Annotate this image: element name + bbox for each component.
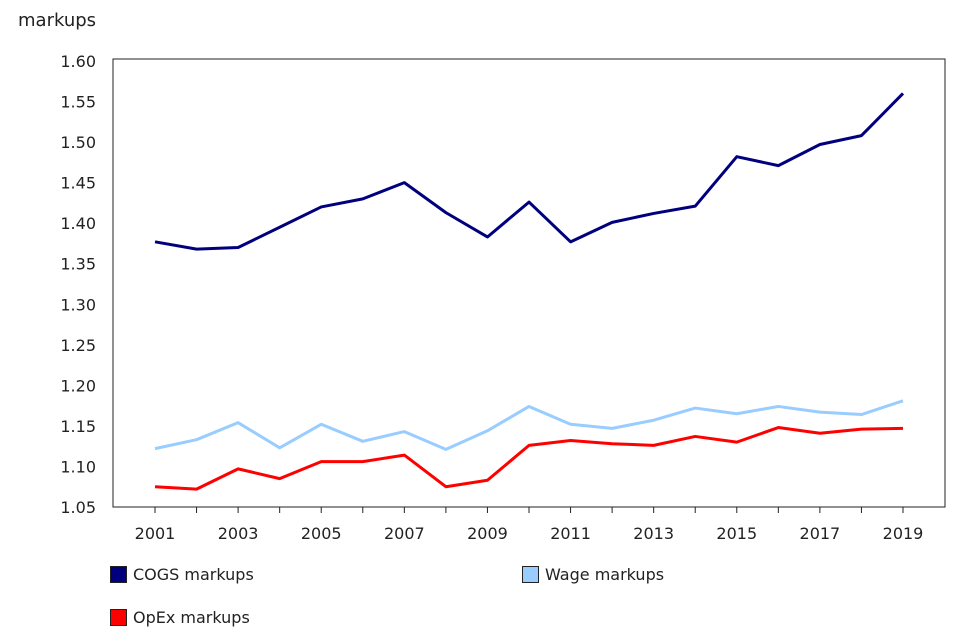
legend-label: OpEx markups — [133, 608, 250, 627]
legend-label: Wage markups — [545, 565, 665, 584]
legend-swatch — [110, 609, 127, 626]
x-tick-label: 2009 — [467, 524, 508, 543]
legend-item-wage: Wage markups — [522, 565, 664, 584]
x-tick-label: 2005 — [301, 524, 342, 543]
y-tick-label: 1.55 — [60, 93, 96, 112]
legend-swatch — [110, 566, 127, 583]
y-tick-label: 1.35 — [60, 255, 96, 274]
x-tick-label: 2003 — [218, 524, 259, 543]
x-tick-label: 2001 — [135, 524, 176, 543]
y-tick-label: 1.45 — [60, 174, 96, 193]
x-tick-label: 2019 — [883, 524, 924, 543]
legend-swatch — [522, 566, 539, 583]
x-tick-label: 2013 — [633, 524, 674, 543]
y-tick-label: 1.10 — [60, 457, 96, 476]
y-tick-label: 1.50 — [60, 133, 96, 152]
legend-item-opex: OpEx markups — [110, 608, 250, 627]
y-tick-label: 1.15 — [60, 417, 96, 436]
legend-label: COGS markups — [133, 565, 254, 584]
x-tick-label: 2015 — [716, 524, 757, 543]
y-tick-label: 1.30 — [60, 295, 96, 314]
y-tick-label: 1.60 — [60, 52, 96, 71]
y-axis-label: markups — [18, 10, 96, 31]
x-tick-label: 2007 — [384, 524, 425, 543]
plot-frame — [112, 58, 946, 508]
series-line-1 — [154, 399, 904, 451]
y-tick-label: 1.40 — [60, 214, 96, 233]
x-tick-label: 2011 — [550, 524, 591, 543]
y-tick-label: 1.25 — [60, 336, 96, 355]
series-line-0 — [154, 92, 905, 251]
y-tick-label: 1.20 — [60, 376, 96, 395]
x-tick-label: 2017 — [800, 524, 841, 543]
legend-item-cogs: COGS markups — [110, 565, 254, 584]
y-tick-label: 1.05 — [60, 498, 96, 517]
series-line-2 — [154, 426, 904, 491]
